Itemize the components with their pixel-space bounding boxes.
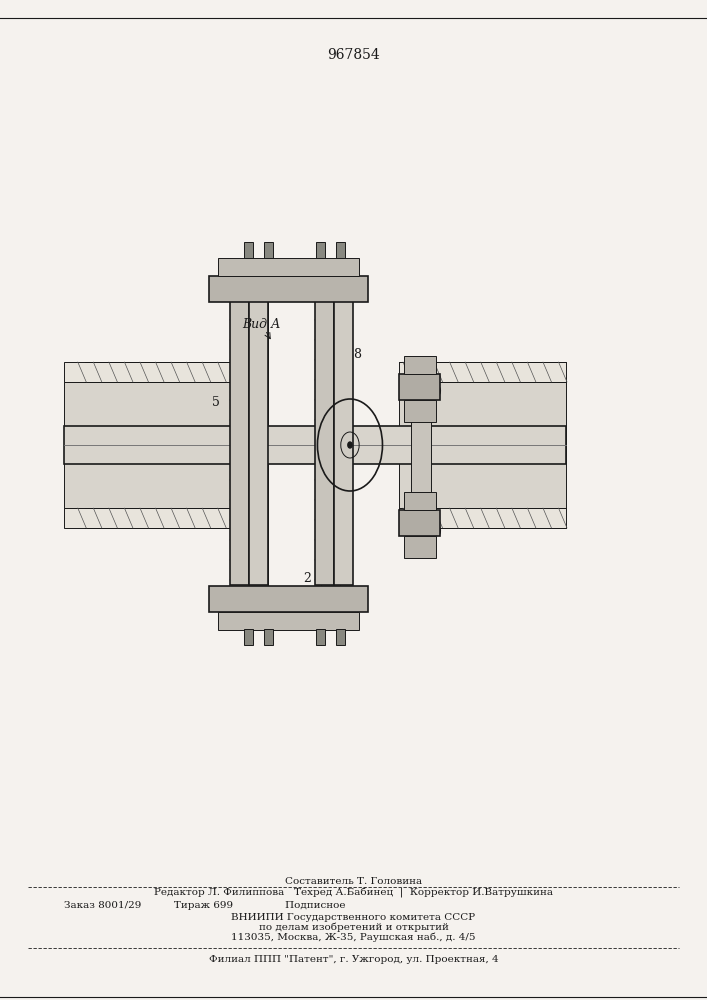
- Bar: [244, 242, 253, 258]
- Bar: [399, 508, 566, 528]
- Circle shape: [348, 442, 352, 448]
- Bar: [209, 586, 368, 612]
- Text: Заказ 8001/29          Тираж 699                Подписное: Заказ 8001/29 Тираж 699 Подписное: [64, 902, 345, 910]
- Bar: [399, 362, 566, 382]
- Bar: [334, 300, 353, 585]
- Bar: [264, 629, 273, 645]
- Bar: [64, 362, 247, 382]
- Text: по делам изобретений и открытий: по делам изобретений и открытий: [259, 922, 448, 932]
- Text: Составитель Т. Головина: Составитель Т. Головина: [285, 878, 422, 886]
- Bar: [244, 629, 253, 645]
- Text: 113035, Москва, Ж-35, Раушская наб., д. 4/5: 113035, Москва, Ж-35, Раушская наб., д. …: [231, 932, 476, 942]
- Text: 5: 5: [211, 396, 220, 410]
- Text: 8: 8: [353, 349, 361, 361]
- Bar: [316, 629, 325, 645]
- Bar: [64, 426, 566, 464]
- Text: Филиал ППП "Патент", г. Ужгород, ул. Проектная, 4: Филиал ППП "Патент", г. Ужгород, ул. Про…: [209, 956, 498, 964]
- Text: 2: 2: [303, 572, 312, 584]
- Bar: [218, 258, 359, 276]
- Text: ВНИИПИ Государственного комитета СССР: ВНИИПИ Государственного комитета СССР: [231, 912, 476, 922]
- Bar: [411, 398, 431, 492]
- Bar: [64, 508, 247, 528]
- Text: 9: 9: [433, 526, 441, 538]
- Bar: [264, 242, 273, 258]
- Bar: [336, 629, 345, 645]
- Bar: [218, 612, 359, 630]
- Text: Редактор Л. Филиппова   Техред А.Бабинец  |  Корректор И.Ватрушкина: Редактор Л. Филиппова Техред А.Бабинец |…: [154, 888, 553, 898]
- Bar: [315, 300, 334, 585]
- Bar: [316, 242, 325, 258]
- Bar: [64, 382, 247, 508]
- Bar: [209, 276, 368, 302]
- Bar: [249, 300, 268, 585]
- Bar: [404, 400, 436, 422]
- Bar: [404, 356, 436, 374]
- Text: Фиг. 3: Фиг. 3: [276, 600, 317, 613]
- Bar: [399, 510, 440, 536]
- Text: Вид А: Вид А: [243, 318, 281, 332]
- Bar: [336, 242, 345, 258]
- Bar: [399, 374, 440, 400]
- Text: 967854: 967854: [327, 48, 380, 62]
- Bar: [404, 536, 436, 558]
- Text: 9: 9: [433, 386, 441, 399]
- Bar: [399, 382, 566, 508]
- Bar: [230, 300, 249, 585]
- Bar: [404, 492, 436, 510]
